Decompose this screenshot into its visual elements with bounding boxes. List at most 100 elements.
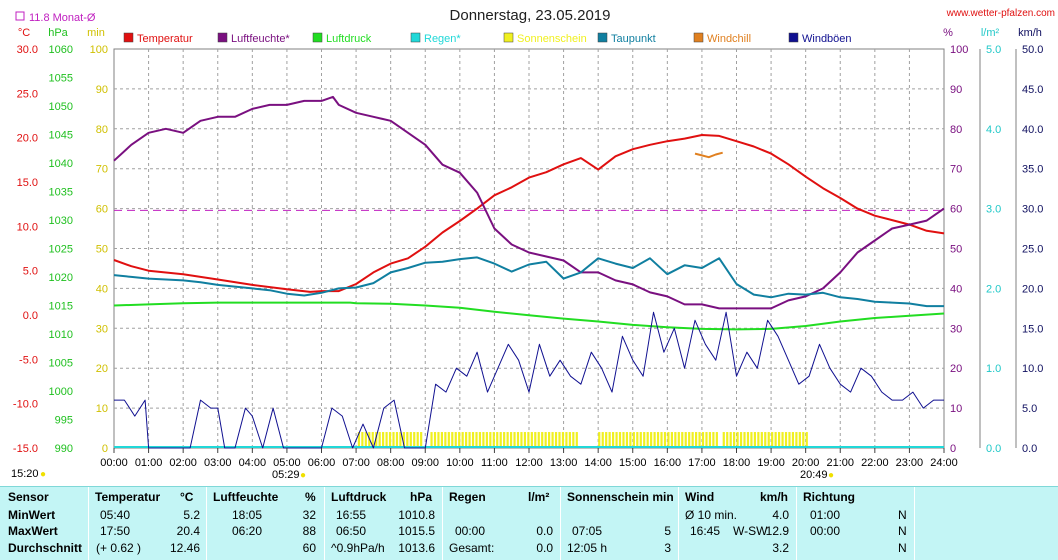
cell: 16:45: [690, 524, 721, 538]
cell: 3.2: [772, 541, 789, 555]
sunshine-bar: [646, 432, 649, 448]
monthly-average-label: 11.8 Monat-Ø: [29, 12, 96, 24]
weather-chart: 30.0 25.0 20.0 15.0 10.0 5.0 0.0 -5.0 -10.0 -15.0…: [11, 7, 1055, 481]
pressure-tick-label: 1045: [49, 130, 73, 142]
x-tick-label: 01:00: [135, 457, 163, 469]
cell: 00:00: [455, 524, 486, 538]
temp-tick-label: -5.0: [19, 354, 38, 366]
temp-tick-label: -15.0: [13, 443, 38, 455]
humidity-tick-label: 60: [950, 204, 962, 216]
sunshine-bar: [489, 432, 492, 448]
x-tick-label: 19:00: [757, 457, 785, 469]
sun-tick-label: 0: [102, 443, 108, 455]
sunshine-bar: [729, 432, 732, 448]
temp-tick-label: 25.0: [17, 88, 38, 100]
sunshine-bar: [618, 432, 622, 448]
sunshine-bars: [114, 432, 944, 448]
grid: [113, 48, 945, 449]
sunshine-bar: [802, 432, 805, 448]
rain-tick-label: 1.0: [986, 363, 1001, 375]
sunshine-bar: [739, 432, 743, 448]
sunshine-bar: [798, 432, 801, 448]
sunshine-bar: [475, 432, 478, 448]
sunshine-bar: [788, 432, 791, 448]
source-link[interactable]: www.wetter-pfalzen.com: [946, 8, 1055, 19]
cell: 4.0: [772, 508, 789, 522]
cell: 00:00: [810, 524, 841, 538]
sunshine-bar: [541, 432, 544, 448]
sunshine-bar: [437, 432, 440, 448]
legend-label: Luftfeuchte*: [231, 33, 290, 45]
sunshine-bar: [461, 432, 464, 448]
sunshine-bar: [695, 432, 698, 448]
sunshine-bar: [444, 432, 447, 448]
wind-tick-label: 5.0: [1022, 403, 1037, 415]
x-tick-label: 22:00: [861, 457, 889, 469]
sunshine-bar: [784, 432, 788, 448]
cell: 18:05: [232, 508, 263, 522]
legend-label: Temperatur: [137, 33, 193, 45]
wind-tick-label: 20.0: [1022, 283, 1043, 295]
rain-axis-unit: l/m²: [981, 27, 1000, 39]
sunshine-bar: [371, 432, 374, 448]
header-pressure: Luftdruck: [331, 490, 387, 504]
header-rain-unit: l/m²: [528, 490, 550, 504]
sunshine-bar: [385, 432, 388, 448]
sun-tick-label: 90: [96, 84, 108, 96]
sunshine-bar: [722, 432, 725, 448]
wind-tick-label: 25.0: [1022, 244, 1043, 256]
cell: N: [898, 541, 907, 555]
sunshine-bar: [726, 432, 729, 448]
sunset-icon: ●: [828, 470, 834, 481]
cell: 06:20: [232, 524, 263, 538]
header-humidity-unit: %: [305, 490, 316, 504]
legend-label: Windchill: [707, 33, 751, 45]
row-label: Durchschnitt: [8, 541, 83, 555]
sunrise-time: 05:29: [272, 469, 300, 481]
pressure-tick-label: 1010: [49, 329, 73, 341]
temp-tick-label: 0.0: [23, 310, 38, 322]
pressure-tick-label: 1050: [49, 101, 73, 113]
sunshine-bar: [357, 432, 361, 448]
x-tick-label: 06:00: [308, 457, 336, 469]
x-tick-label: 07:00: [342, 457, 370, 469]
cell: (+ 0.62 ): [96, 541, 142, 555]
sunshine-bar: [705, 432, 708, 448]
rain-tick-label: 4.0: [986, 124, 1001, 136]
sunset-time: 20:49: [800, 469, 828, 481]
pressure-tick-label: 990: [55, 443, 73, 455]
sunshine-bar: [409, 432, 412, 448]
sunshine-bar: [639, 432, 642, 448]
monthly-average-icon: [15, 11, 25, 21]
x-tick-label: 15:00: [619, 457, 647, 469]
sunshine-bar: [416, 432, 419, 448]
sun-tick-label: 70: [96, 164, 108, 176]
sunshine-bar: [636, 432, 639, 448]
pressure-tick-label: 1030: [49, 215, 73, 227]
header-sunshine: Sonnenschein min: [567, 490, 674, 504]
series-line-luftfeuchte: [113, 95, 945, 310]
header-pressure-unit: hPa: [410, 490, 433, 504]
table-row: Durchschnitt (+ 0.62 ) 12.46 60 ^0.9hPa/…: [0, 541, 1058, 558]
sunshine-bar: [757, 432, 760, 448]
rain-tick-label: 3.0: [986, 204, 1001, 216]
sunshine-bar: [492, 432, 495, 448]
sunshine-bar: [551, 432, 554, 448]
header-temperature: Temperatur: [95, 490, 161, 504]
x-tick-label: 08:00: [377, 457, 405, 469]
sunshine-bar: [670, 432, 673, 448]
temp-tick-label: 10.0: [17, 221, 38, 233]
cell: 32: [302, 508, 316, 522]
cell: 60: [302, 541, 316, 555]
sun-tick-label: 100: [90, 44, 108, 56]
sunshine-bar: [805, 432, 808, 448]
sun-icon: ●: [40, 469, 46, 480]
wind-tick-label: 35.0: [1022, 164, 1043, 176]
legend-label: Taupunkt: [611, 33, 656, 45]
temp-axis-unit: °C: [18, 27, 30, 39]
cell: 12.46: [169, 541, 200, 555]
temp-tick-label: 30.0: [17, 44, 38, 56]
sunshine-bar: [781, 432, 784, 448]
row-label: MaxWert: [8, 524, 58, 538]
cell: 0.0: [536, 541, 553, 555]
